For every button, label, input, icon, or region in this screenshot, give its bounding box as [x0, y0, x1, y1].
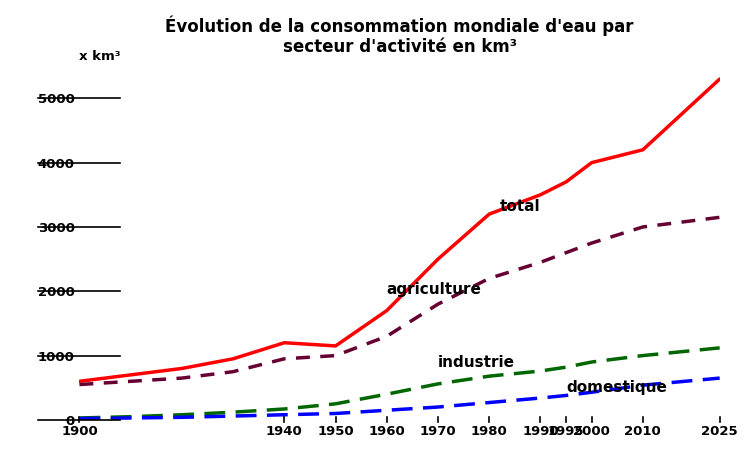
- Title: Évolution de la consommation mondiale d'eau par
secteur d'activité en km³: Évolution de la consommation mondiale d'…: [166, 15, 634, 56]
- Text: agriculture: agriculture: [387, 282, 482, 298]
- Text: domestique: domestique: [566, 380, 667, 395]
- Text: total: total: [499, 199, 540, 214]
- Text: industrie: industrie: [438, 354, 515, 370]
- Text: x km³: x km³: [80, 50, 121, 63]
